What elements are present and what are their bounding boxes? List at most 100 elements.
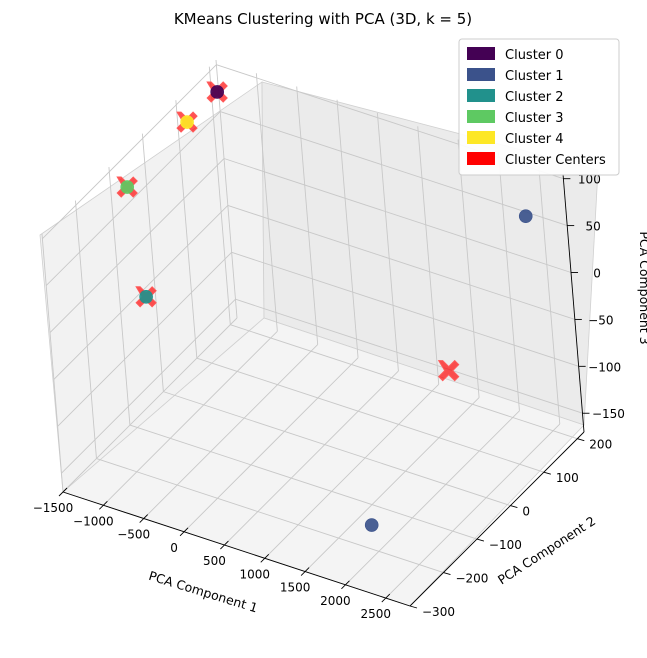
x-tick-label: 2500 [361, 607, 392, 621]
y-tick-label: 0 [522, 505, 530, 519]
grid-y-floor [163, 391, 511, 507]
grid-z-left [42, 64, 217, 240]
grid-y-left [141, 133, 164, 392]
grid-z-back [227, 204, 575, 320]
legend-box [458, 38, 620, 176]
z-axis-label: PCA Component 3 [637, 231, 647, 344]
legend-swatch [467, 68, 495, 81]
cluster-point [120, 180, 135, 194]
x-tick [139, 514, 149, 523]
grid-z-left [45, 111, 221, 286]
grid-z-back [223, 158, 572, 273]
legend-swatch [467, 89, 495, 102]
x-tick-label: 0 [170, 541, 178, 555]
y-tick [409, 605, 418, 609]
grid-x-back [255, 73, 278, 332]
z-tick-label: −100 [588, 360, 621, 374]
z-tick-label: 0 [593, 267, 601, 281]
legend-swatch [467, 47, 495, 60]
y-tick-label: −200 [455, 572, 488, 586]
cluster-point [139, 290, 153, 304]
y-tick [577, 438, 585, 442]
x-tick [341, 580, 350, 590]
grid-z-left [49, 158, 225, 333]
grid-x-floor [264, 383, 440, 559]
legend-label: Cluster 1 [505, 69, 564, 84]
grid-x-floor [143, 344, 319, 519]
grid-y-left [108, 167, 131, 426]
grid-x-back [296, 86, 319, 345]
grid-x-floor [345, 410, 520, 586]
z-tick-label: −150 [592, 407, 625, 421]
grid-lines [41, 59, 583, 607]
grid-y-floor [129, 424, 478, 540]
grid-y-floor [196, 357, 544, 473]
grid-z-back [220, 111, 568, 227]
y-tick [443, 572, 451, 575]
data-marks [116, 81, 533, 532]
grid-x-floor [304, 397, 480, 572]
grid-y-left [208, 66, 231, 325]
grid-y-left [41, 233, 64, 493]
y-tick [543, 471, 551, 475]
x-tick [381, 593, 391, 603]
x-tick-label: −1000 [73, 514, 114, 528]
grid-x-back [336, 99, 359, 358]
x-tick [260, 553, 270, 563]
grid-x-back [215, 59, 238, 319]
cluster-point [180, 115, 194, 129]
legend-swatch [467, 110, 495, 123]
grid-x-back [497, 152, 520, 411]
grid-z-back [231, 251, 579, 367]
x-tick [58, 487, 68, 497]
legend-label: Cluster Centers [505, 153, 606, 168]
grid-x-floor [103, 330, 278, 506]
z-tick-label: 100 [578, 173, 601, 187]
y-tick [510, 505, 518, 509]
legend-label: Cluster 3 [505, 111, 564, 126]
x-tick-label: 1500 [280, 581, 311, 595]
grid-x-floor [385, 423, 561, 599]
x-tick-label: 500 [203, 554, 226, 568]
grid-x-floor [224, 370, 399, 546]
grid-x-back [538, 166, 561, 425]
chart-title: KMeans Clustering with PCA (3D, k = 5) [174, 10, 472, 28]
x-axis-line [62, 491, 411, 607]
cluster-center-marker [437, 359, 460, 382]
grid-x-floor [183, 357, 359, 533]
y-tick [476, 538, 485, 542]
grid-y-floor [96, 458, 444, 573]
legend-swatch [467, 152, 495, 165]
x-tick [300, 567, 310, 576]
y-tick-label: 100 [556, 471, 579, 485]
grid-z-left [61, 298, 236, 474]
x-tick-label: −500 [117, 528, 150, 542]
z-tick-label: −50 [588, 313, 613, 327]
y-tick-label: −100 [489, 538, 522, 552]
grid-y-left [75, 200, 97, 459]
y-tick-label: −300 [422, 605, 455, 619]
z-axis-line [562, 173, 585, 433]
x-tick [99, 500, 108, 510]
grid-z-back [235, 298, 583, 414]
legend-label: Cluster 0 [505, 48, 564, 63]
grid-y-left [175, 100, 198, 359]
legend-swatch [467, 131, 495, 144]
y-tick-label: 200 [589, 438, 612, 452]
x-tick [179, 527, 189, 537]
grid-x-back [376, 112, 399, 372]
cluster-point [518, 209, 533, 223]
grid-x-floor [62, 317, 238, 493]
legend-label: Cluster 2 [505, 90, 564, 105]
grid-x-back [457, 139, 480, 398]
grid-x-back [417, 126, 440, 385]
cluster-point [210, 85, 224, 99]
grid-y-floor [230, 324, 578, 440]
cluster-point [364, 518, 379, 532]
x-tick-label: 2000 [320, 594, 351, 608]
y-axis-line [409, 431, 585, 607]
legend: Cluster 0 Cluster 1 Cluster 2 Cluster 3 Clus… [458, 38, 620, 176]
x-tick [220, 540, 229, 550]
